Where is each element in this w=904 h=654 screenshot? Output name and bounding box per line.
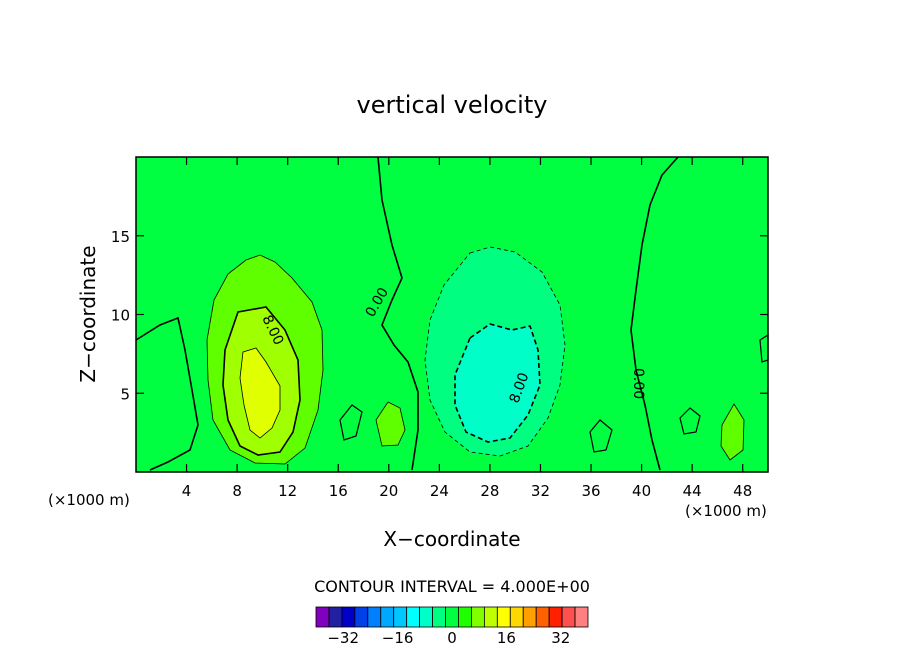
colorbar-swatch bbox=[496, 606, 511, 628]
zero-contour-center bbox=[377, 156, 419, 471]
chart-title: vertical velocity bbox=[357, 91, 548, 119]
zero-contour-small-4 bbox=[589, 419, 613, 453]
zero-contour-small-2 bbox=[720, 403, 745, 461]
colorbar-swatch bbox=[328, 606, 343, 628]
x-tick-label: 36 bbox=[581, 482, 600, 500]
zero-contour-small-6 bbox=[679, 407, 701, 435]
x-tick-label: 20 bbox=[379, 482, 398, 500]
colorbar-swatch bbox=[380, 606, 395, 628]
contour-label: 0.00 bbox=[630, 368, 646, 399]
plot-area: 8.00 0.00 8.00 0.00 bbox=[135, 156, 769, 473]
colorbar-swatch bbox=[393, 606, 408, 628]
colorbar-swatch bbox=[341, 606, 356, 628]
y-axis: 5 10 15 bbox=[111, 228, 768, 403]
colorbar-swatch bbox=[483, 606, 498, 628]
x-unit-right: (×1000 m) bbox=[685, 502, 767, 520]
colorbar-swatch bbox=[458, 606, 472, 628]
zero-contour-left bbox=[135, 316, 199, 471]
x-tick-label: 44 bbox=[683, 482, 702, 500]
x-tick-label: 28 bbox=[480, 482, 499, 500]
downdraft-region-level-minus-8 bbox=[454, 323, 541, 443]
colorbar-swatch bbox=[406, 606, 421, 628]
colorbar-tick-label: −32 bbox=[327, 629, 359, 647]
colorbar-swatch bbox=[561, 606, 576, 628]
colorbar: −32 −16 0 16 32 bbox=[315, 606, 589, 647]
x-tick-label: 16 bbox=[329, 482, 348, 500]
zero-contour-small-3 bbox=[339, 404, 363, 441]
y-tick-label: 10 bbox=[111, 307, 130, 325]
colorbar-swatch bbox=[354, 606, 369, 628]
x-tick-label: 24 bbox=[430, 482, 449, 500]
contour-interval: CONTOUR INTERVAL = 4.000E+00 bbox=[314, 577, 590, 596]
colorbar-tick-label: 0 bbox=[447, 629, 457, 647]
colorbar-swatch bbox=[522, 606, 537, 628]
x-tick-label: 12 bbox=[278, 482, 297, 500]
zero-contour-right bbox=[630, 156, 679, 471]
x-tick-label: 32 bbox=[531, 482, 550, 500]
zero-contour-small-1 bbox=[375, 401, 406, 447]
x-axis: 4 8 12 16 20 24 28 32 36 40 44 48 bbox=[182, 157, 752, 500]
colorbar-swatch bbox=[471, 606, 485, 628]
x-tick-label: 4 bbox=[182, 482, 192, 500]
x-tick-label: 48 bbox=[733, 482, 752, 500]
x-tick-label: 40 bbox=[632, 482, 651, 500]
x-unit-left: (×1000 m) bbox=[48, 491, 130, 509]
y-tick-label: 15 bbox=[111, 228, 130, 246]
colorbar-swatch bbox=[535, 606, 550, 628]
colorbar-swatch bbox=[548, 606, 563, 628]
colorbar-swatch bbox=[574, 606, 589, 628]
y-axis-label: Z−coordinate bbox=[76, 245, 100, 382]
colorbar-tick-label: 16 bbox=[497, 629, 516, 647]
x-tick-label: 8 bbox=[232, 482, 242, 500]
colorbar-tick-label: 32 bbox=[551, 629, 570, 647]
x-axis-label: X−coordinate bbox=[383, 527, 520, 551]
colorbar-swatch bbox=[445, 606, 459, 628]
y-tick-label: 5 bbox=[120, 385, 130, 403]
colorbar-swatch bbox=[315, 606, 330, 628]
colorbar-swatch bbox=[432, 606, 446, 628]
colorbar-swatch bbox=[367, 606, 382, 628]
colorbar-swatch bbox=[509, 606, 524, 628]
updraft-region-level-12 bbox=[239, 347, 281, 439]
colorbar-swatch bbox=[419, 606, 433, 628]
colorbar-tick-label: −16 bbox=[382, 629, 414, 647]
